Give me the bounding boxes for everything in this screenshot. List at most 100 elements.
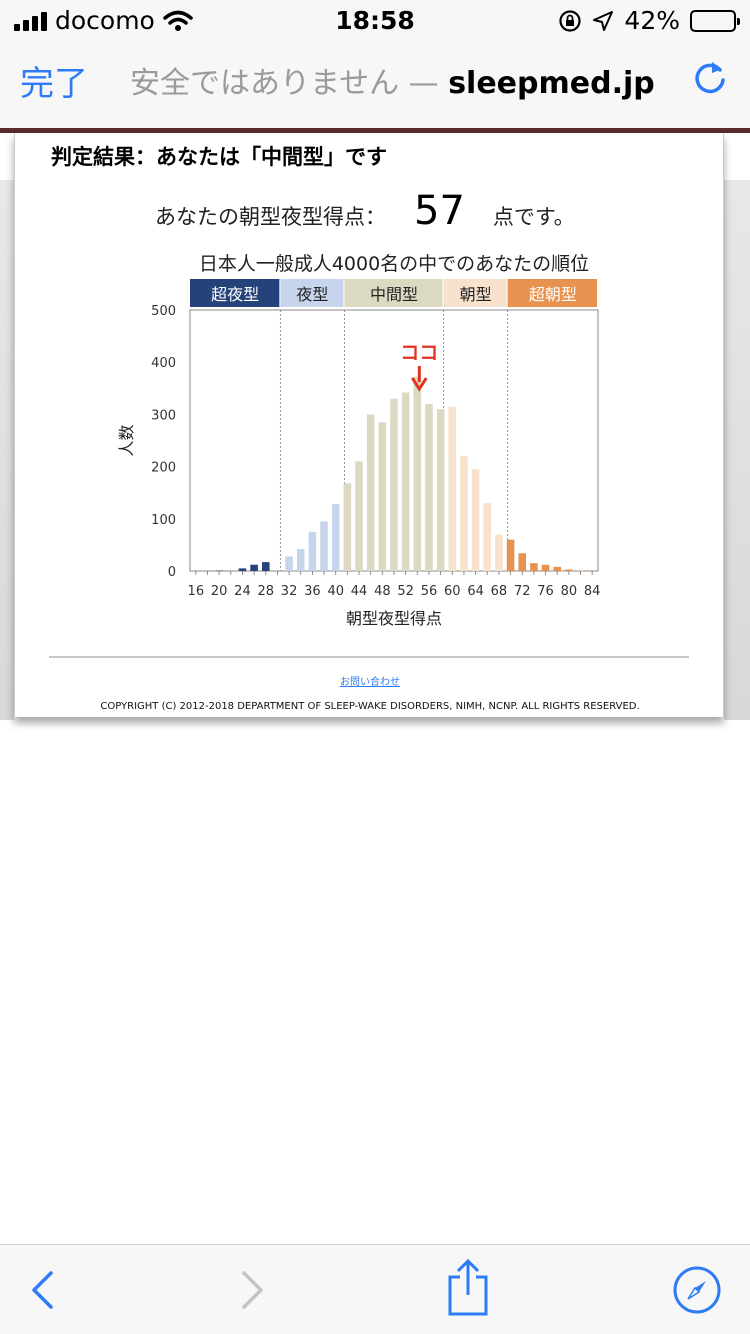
forward-icon[interactable] <box>225 1265 275 1315</box>
category-band-label: 夜型 <box>296 285 328 304</box>
histogram-bar <box>565 569 573 571</box>
you-are-here-arrow-head <box>411 377 428 392</box>
x-tick-label: 20 <box>211 584 228 599</box>
rotation-lock-icon <box>559 9 582 32</box>
insecure-label: 安全ではありません — <box>130 66 439 101</box>
x-tick-label: 84 <box>584 584 601 599</box>
page-margin-left <box>0 180 14 720</box>
histogram-bar <box>436 409 445 571</box>
histogram-bar <box>366 414 375 571</box>
category-band <box>443 279 507 307</box>
histogram-bar <box>460 456 468 571</box>
carrier-label: docomo <box>55 6 155 35</box>
x-tick-label: 44 <box>351 584 368 599</box>
copyright: COPYRIGHT (C) 2012-2018 DEPARTMENT OF SL… <box>100 701 640 712</box>
x-tick-label: 60 <box>444 584 461 599</box>
result-title: 判定結果：あなたは「中間型」です <box>51 145 387 169</box>
back-icon[interactable] <box>20 1265 70 1315</box>
histogram-bar <box>425 403 433 571</box>
x-tick-label: 36 <box>304 584 321 599</box>
histogram-bar <box>355 461 363 571</box>
histogram-bar <box>261 562 270 571</box>
histogram-bar <box>495 534 503 571</box>
category-band-label: 中間型 <box>370 285 418 304</box>
wifi-icon <box>163 10 193 31</box>
y-tick-label: 400 <box>151 356 176 371</box>
status-bar: docomo 18:58 42% <box>0 0 750 40</box>
histogram-bar <box>553 566 561 571</box>
page-margin-right <box>724 180 750 720</box>
y-tick-label: 500 <box>151 304 176 319</box>
x-tick-label: 28 <box>257 584 274 599</box>
result-card: 判定結果：あなたは「中間型」です あなたの朝型夜型得点： 57 点です。 お問い… <box>14 133 724 717</box>
you-are-here-label: ココ <box>400 342 438 364</box>
reload-icon[interactable] <box>690 58 730 98</box>
y-tick-label: 200 <box>151 461 176 476</box>
x-tick-label: 32 <box>281 584 298 599</box>
histogram-bar <box>530 563 538 571</box>
category-band-label: 超夜型 <box>211 285 259 304</box>
status-right: 42% <box>558 6 740 35</box>
histogram-bar <box>390 398 398 571</box>
histogram-bar <box>413 376 422 571</box>
x-tick-label: 64 <box>467 584 484 599</box>
histogram-bar <box>296 549 305 571</box>
score-suffix: 点です。 <box>492 205 575 229</box>
score-prefix: あなたの朝型夜型得点： <box>155 205 386 229</box>
compass-icon[interactable] <box>672 1265 722 1315</box>
contact-link[interactable]: お問い合わせ <box>340 677 400 688</box>
histogram-bar <box>331 504 340 571</box>
page-top-strip <box>0 128 750 133</box>
histogram-bar <box>448 406 457 571</box>
category-band-label: 朝型 <box>460 285 492 304</box>
category-band <box>507 279 597 307</box>
x-tick-label: 24 <box>234 584 251 599</box>
x-tick-label: 52 <box>397 584 414 599</box>
footer-divider <box>49 656 689 658</box>
histogram-bar <box>506 539 515 571</box>
category-band <box>344 279 443 307</box>
histogram-bar <box>250 564 258 571</box>
category-band <box>280 279 344 307</box>
y-tick-label: 300 <box>151 408 176 423</box>
chart-title: 日本人一般成人4000名の中でのあなたの順位 <box>199 253 589 275</box>
x-tick-label: 16 <box>188 584 205 599</box>
x-tick-label: 72 <box>514 584 531 599</box>
histogram-bar <box>320 521 328 571</box>
browser-toolbar <box>0 1244 750 1334</box>
x-tick-label: 68 <box>491 584 508 599</box>
x-tick-label: 56 <box>421 584 438 599</box>
x-tick-label: 80 <box>561 584 578 599</box>
clock: 18:58 <box>335 6 415 35</box>
browser-nav-bar: 完了 安全ではありません — sleepmed.jp <box>0 40 750 128</box>
histogram-bar <box>215 570 223 571</box>
y-tick-label: 100 <box>151 513 176 528</box>
histogram-bar <box>576 570 585 571</box>
y-axis-label: 人数 <box>117 424 136 456</box>
histogram-bar <box>471 469 480 571</box>
address-bar[interactable]: 安全ではありません — sleepmed.jp <box>130 58 660 102</box>
signal-icon <box>14 11 47 31</box>
histogram-bar <box>378 422 387 571</box>
histogram-bar <box>343 483 352 571</box>
histogram-bar <box>285 556 293 571</box>
category-band <box>190 279 280 307</box>
battery-icon <box>690 9 740 32</box>
score-value: 57 <box>414 188 465 234</box>
histogram-bar <box>238 568 247 571</box>
battery-percent: 42% <box>624 6 680 35</box>
y-tick-label: 0 <box>168 565 176 580</box>
done-button[interactable]: 完了 <box>20 64 88 104</box>
histogram-bar <box>518 553 527 571</box>
histogram-bar <box>483 503 492 571</box>
x-tick-label: 40 <box>327 584 344 599</box>
histogram-bar <box>401 392 410 571</box>
x-tick-label: 76 <box>537 584 554 599</box>
domain-label: sleepmed.jp <box>448 66 655 101</box>
x-tick-label: 48 <box>374 584 391 599</box>
share-icon[interactable] <box>443 1259 493 1317</box>
x-axis-label: 朝型夜型得点 <box>346 609 442 628</box>
score-line: あなたの朝型夜型得点： 57 点です。 <box>155 188 575 234</box>
histogram-bar <box>308 531 317 571</box>
